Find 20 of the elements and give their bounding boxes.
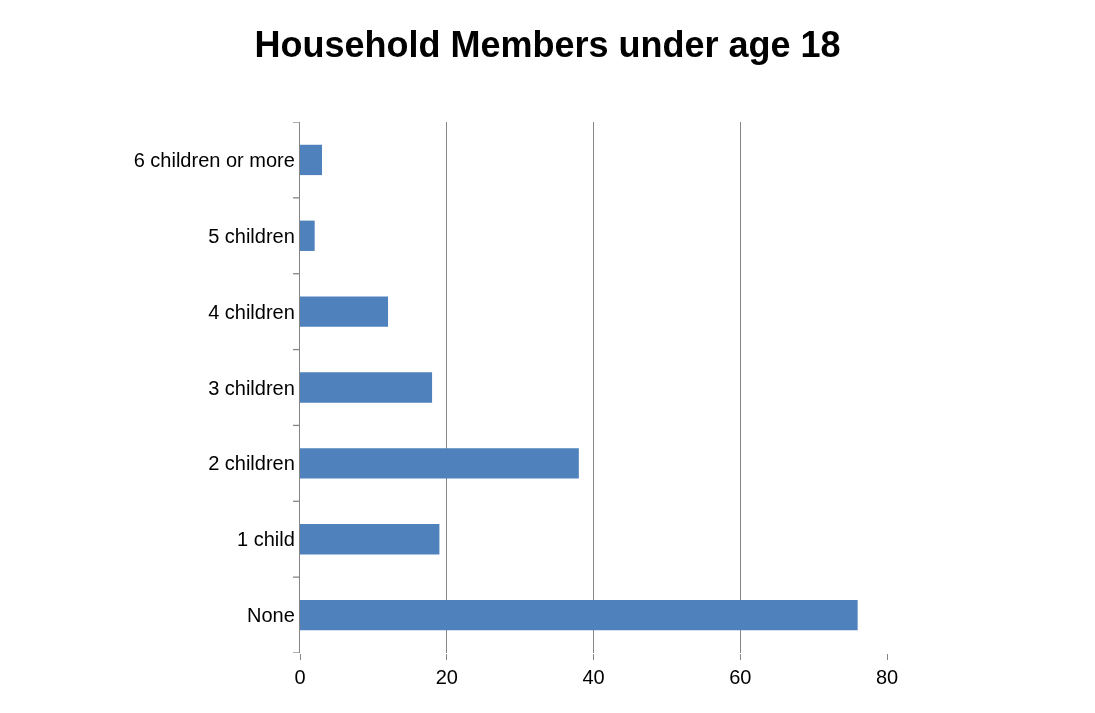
- bar: [300, 599, 858, 631]
- x-tick-label: 0: [294, 666, 306, 688]
- x-tick-label: 40: [582, 666, 605, 688]
- y-tick-label: 1 child: [237, 528, 295, 551]
- y-tick-label: None: [247, 604, 295, 627]
- bar: [300, 524, 440, 555]
- y-tick-label: 2 children: [208, 452, 295, 475]
- bar: [300, 144, 323, 176]
- y-tick-label: 6 children or more: [133, 148, 295, 171]
- y-tick-label: 5 children: [208, 224, 295, 247]
- bar: [300, 448, 579, 479]
- bar: [300, 372, 433, 403]
- y-tick-label: 3 children: [208, 376, 295, 399]
- x-tick-label: 20: [435, 666, 458, 688]
- bar: [300, 220, 315, 251]
- chart-title: Household Members under age 18: [254, 24, 841, 66]
- x-tick-label: 80: [875, 666, 899, 688]
- x-tick-label: 60: [729, 666, 752, 688]
- bar: [300, 296, 389, 327]
- y-tick-label: 4 children: [208, 300, 295, 323]
